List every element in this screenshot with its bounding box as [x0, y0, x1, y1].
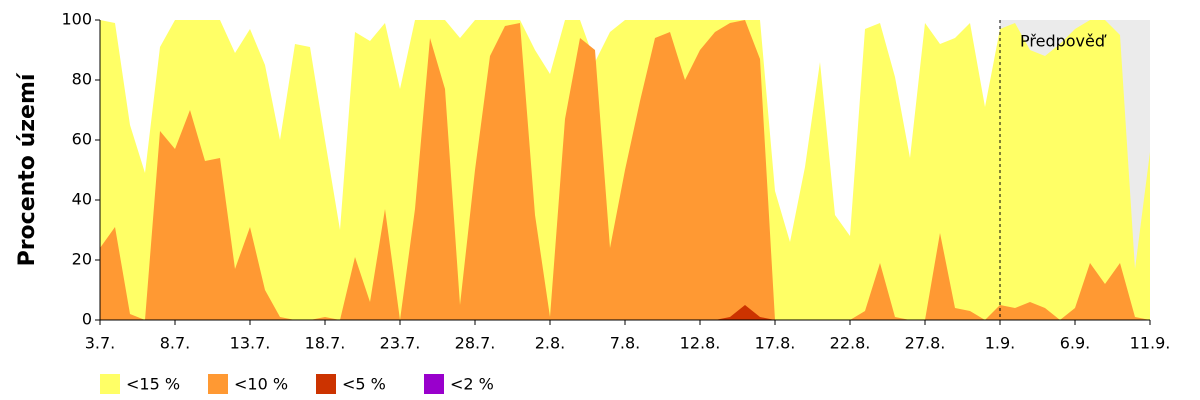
x-tick-label: 18.7. — [305, 334, 346, 353]
legend-label: <15 % — [126, 375, 180, 394]
y-tick-label: 80 — [72, 70, 92, 89]
legend-swatch — [316, 374, 336, 394]
legend-swatch — [424, 374, 444, 394]
x-tick-label: 7.8. — [610, 334, 641, 353]
x-tick-label: 6.9. — [1060, 334, 1091, 353]
forecast-label: Předpověď — [1020, 32, 1107, 51]
y-axis-label: Procento území — [15, 72, 40, 266]
x-tick-label: 27.8. — [905, 334, 946, 353]
x-tick-label: 12.8. — [680, 334, 721, 353]
x-tick-label: 22.8. — [830, 334, 871, 353]
x-tick-label: 1.9. — [985, 334, 1016, 353]
y-tick-label: 0 — [82, 310, 92, 329]
legend-label: <5 % — [342, 375, 386, 394]
x-tick-label: 3.7. — [85, 334, 116, 353]
x-tick-label: 17.8. — [755, 334, 796, 353]
x-tick-label: 13.7. — [230, 334, 271, 353]
x-tick-label: 28.7. — [455, 334, 496, 353]
x-tick-label: 11.9. — [1130, 334, 1171, 353]
x-tick-label: 23.7. — [380, 334, 421, 353]
legend-swatch — [100, 374, 120, 394]
y-tick-label: 40 — [72, 190, 92, 209]
x-tick-label: 8.7. — [160, 334, 191, 353]
area — [100, 20, 1150, 320]
x-tick-label: 2.8. — [535, 334, 566, 353]
legend-label: <10 % — [234, 375, 288, 394]
y-tick-label: 100 — [61, 10, 92, 29]
legend-label: <2 % — [450, 375, 494, 394]
y-tick-label: 20 — [72, 250, 92, 269]
legend-swatch — [208, 374, 228, 394]
y-tick-label: 60 — [72, 130, 92, 149]
